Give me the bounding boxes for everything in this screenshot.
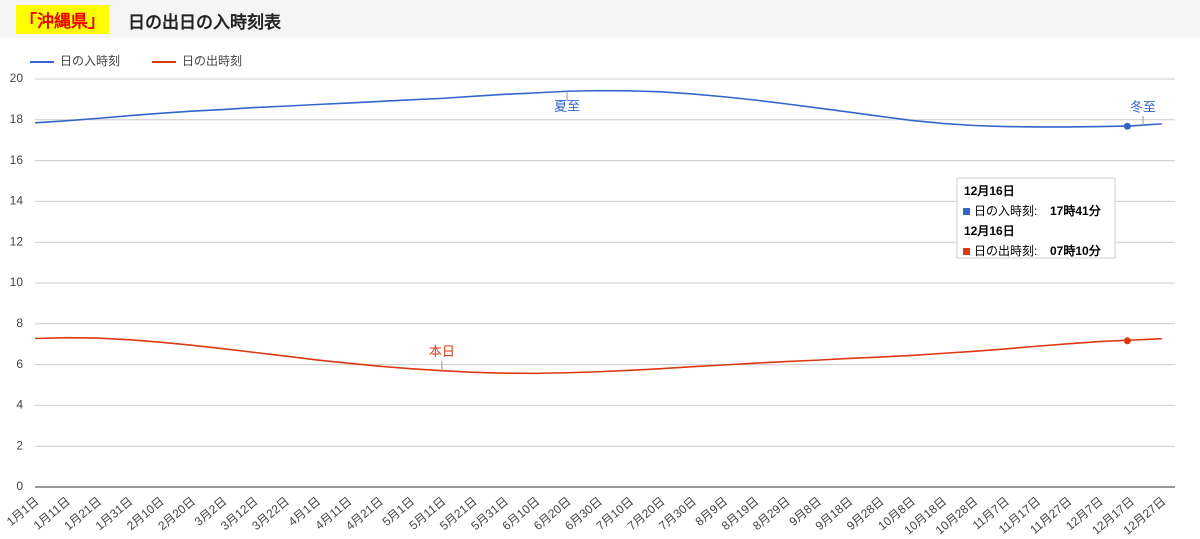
y-tick-label: 20 [10, 71, 24, 85]
y-tick-label: 6 [16, 357, 23, 371]
header: 「沖縄県」 日の出日の入時刻表 [0, 0, 1200, 38]
highlight-dot [1123, 337, 1131, 345]
tooltip-value: 07時10分 [1050, 243, 1101, 258]
annotation: 冬至 [1130, 99, 1156, 114]
y-tick-label: 4 [16, 398, 23, 412]
tooltip-date: 12月16日 [964, 184, 1015, 198]
highlight-dot [1123, 122, 1131, 130]
line [34, 89, 1162, 128]
annotation: 本日 [429, 344, 455, 359]
y-tick-label: 10 [10, 275, 24, 289]
tooltip-swatch [963, 248, 970, 255]
y-tick-label: 18 [10, 112, 24, 126]
y-tick-label: 8 [16, 316, 23, 330]
legend-label: 日の入時刻 [60, 54, 120, 68]
line [34, 336, 1162, 375]
tooltip-name: 日の出時刻: [974, 244, 1037, 258]
y-tick-label: 0 [16, 479, 23, 493]
legend-label: 日の出時刻 [182, 54, 242, 68]
tooltip-value: 17時41分 [1050, 203, 1101, 218]
y-tick-label: 16 [10, 153, 24, 167]
page-title: 日の出日の入時刻表 [128, 13, 281, 32]
tooltip-date: 12月16日 [964, 224, 1015, 238]
annotation: 夏至 [554, 99, 580, 114]
prefecture: 「沖縄県」 [16, 5, 109, 34]
tooltip-swatch [963, 208, 970, 215]
tooltip-name: 日の入時刻: [974, 204, 1037, 218]
y-tick-label: 2 [16, 438, 23, 452]
y-tick-label: 14 [10, 194, 24, 208]
tooltip-box [956, 177, 1116, 259]
y-tick-label: 12 [10, 234, 24, 248]
